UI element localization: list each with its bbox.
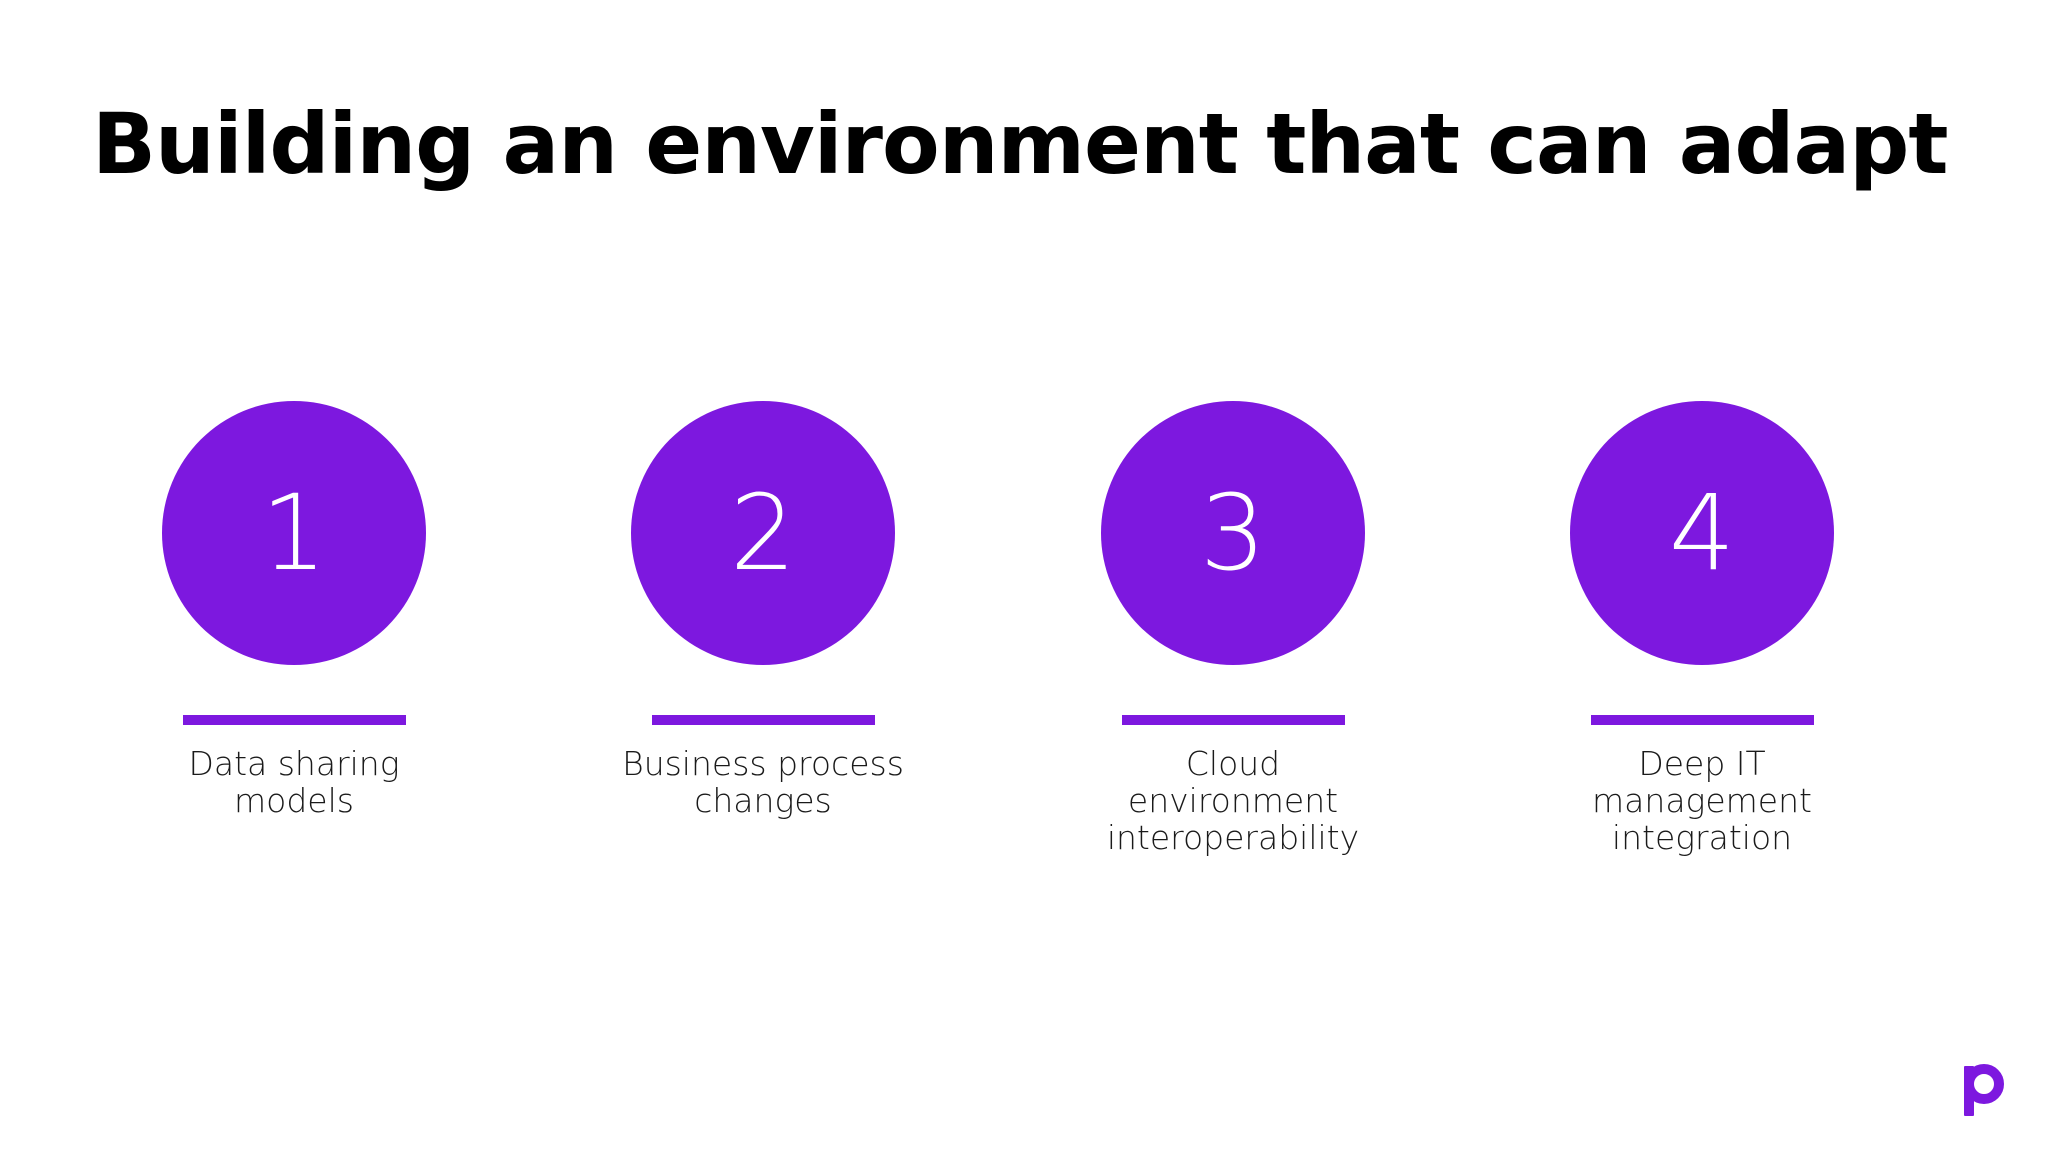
step-label: Cloud environment interoperability [1106,744,1360,857]
step-2: 2 Business process changes [613,401,913,881]
step-divider [183,715,406,725]
step-number-circle: 1 [162,401,426,665]
slide-title: Building an environment that can adapt [92,95,1949,193]
p-logo-icon [1963,1064,2005,1116]
step-number-circle: 4 [1570,401,1834,665]
step-number: 4 [1668,472,1736,594]
step-label: Data sharing models [188,744,400,820]
step-number: 1 [260,472,328,594]
step-number-circle: 2 [631,401,895,665]
step-divider [652,715,875,725]
step-4: 4 Deep IT management integration [1552,401,1852,881]
step-number: 3 [1199,472,1267,594]
step-label: Business process changes [622,744,904,820]
step-divider [1591,715,1814,725]
step-1: 1 Data sharing models [144,401,444,881]
step-number: 2 [729,472,797,594]
step-3: 3 Cloud environment interoperability [1083,401,1383,881]
step-divider [1122,715,1345,725]
step-number-circle: 3 [1101,401,1365,665]
step-label: Deep IT management integration [1592,744,1812,857]
